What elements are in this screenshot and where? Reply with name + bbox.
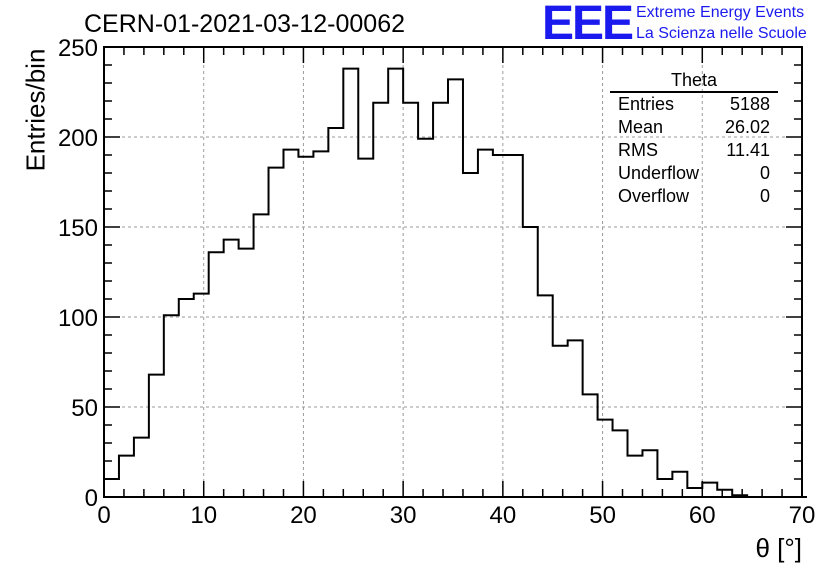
histogram-bin xyxy=(628,456,643,497)
chart-title: CERN-01-2021-03-12-00062 xyxy=(84,10,406,38)
histogram-bin xyxy=(179,299,194,497)
histogram-bin xyxy=(149,375,164,497)
stats-label: Underflow xyxy=(618,163,700,183)
histogram-bin xyxy=(254,214,269,497)
x-tick-label: 40 xyxy=(490,502,517,529)
histogram-bin xyxy=(508,155,523,497)
histogram-bin xyxy=(194,294,209,497)
histogram-bin xyxy=(583,394,598,497)
stats-row-mean: Mean 26.02 xyxy=(610,116,778,139)
x-axis-label: θ [°] xyxy=(755,533,802,563)
histogram-bin xyxy=(209,252,224,497)
histogram-bin xyxy=(313,151,328,497)
stats-row-overflow: Overflow 0 xyxy=(610,185,778,208)
histogram-bin xyxy=(283,150,298,497)
histogram-bin xyxy=(119,456,134,497)
y-tick-label: 50 xyxy=(71,395,98,422)
histogram-bars xyxy=(103,67,807,498)
axes xyxy=(103,46,803,498)
stats-label: Entries xyxy=(618,94,675,114)
histogram-bin xyxy=(553,346,568,497)
histogram-bin xyxy=(642,450,657,497)
x-tick-label: 60 xyxy=(689,502,716,529)
histogram-bin xyxy=(164,315,179,497)
x-tick-label: 10 xyxy=(190,502,217,529)
stats-row-rms: RMS 11.41 xyxy=(610,139,778,162)
y-tick-label: 200 xyxy=(58,125,98,152)
stats-row-underflow: Underflow 0 xyxy=(610,162,778,185)
stats-box: Theta Entries 5188 Mean 26.02 RMS 11.41 … xyxy=(610,70,778,208)
y-tick-label: 150 xyxy=(58,215,98,242)
stats-value: 0 xyxy=(759,163,770,183)
stats-value: 5188 xyxy=(729,94,770,114)
histogram-bin xyxy=(224,240,239,497)
histogram-bin xyxy=(478,150,493,497)
histogram-bin xyxy=(613,430,628,497)
histogram-bin xyxy=(418,139,433,497)
histogram-bin xyxy=(687,488,702,497)
y-tick-label: 100 xyxy=(58,305,98,332)
histogram-bin xyxy=(598,420,613,497)
stats-label: Overflow xyxy=(618,186,690,206)
stats-value: 26.02 xyxy=(724,117,770,137)
x-tick-label: 20 xyxy=(290,502,317,529)
grid-lines xyxy=(104,47,802,497)
histogram-bin xyxy=(433,103,448,497)
histogram-bin xyxy=(358,159,373,497)
histogram-outline xyxy=(103,67,807,498)
histogram-bin xyxy=(493,155,508,497)
histogram-bin xyxy=(538,295,553,497)
stats-label: Mean xyxy=(618,117,664,137)
y-tick-label: 0 xyxy=(85,485,98,512)
tick-labels: 0 10 20 30 40 50 60 70 0 50 100 150 200 250 xyxy=(58,35,815,529)
histogram-bin xyxy=(134,438,149,497)
axis-ticks xyxy=(103,46,803,498)
histogram-bin xyxy=(269,168,284,497)
x-tick-label: 30 xyxy=(390,502,417,529)
histogram-bin xyxy=(702,483,717,497)
histogram-bin xyxy=(104,479,119,497)
eee-logo: EEE xyxy=(542,0,634,50)
histogram-bin xyxy=(463,173,478,497)
stats-value: 11.41 xyxy=(726,140,770,160)
y-tick-label: 250 xyxy=(58,35,98,62)
histogram-bin xyxy=(672,472,687,497)
stats-label: RMS xyxy=(618,140,658,160)
histogram-bin xyxy=(523,227,538,497)
histogram-bin xyxy=(403,103,418,497)
histogram-bin xyxy=(388,69,403,497)
logo-subtitle-2: La Scienza nelle Scuole xyxy=(636,25,807,42)
stats-row-entries: Entries 5188 xyxy=(610,93,778,116)
x-tick-label: 0 xyxy=(97,502,110,529)
stats-value: 0 xyxy=(759,186,770,206)
histogram-bin xyxy=(373,103,388,497)
histogram-bin xyxy=(448,79,463,497)
histogram-bin xyxy=(717,490,732,497)
histogram-bin xyxy=(298,157,313,497)
x-tick-label: 50 xyxy=(589,502,616,529)
stats-title: Theta xyxy=(610,70,778,93)
y-axis-label: Entries/bin xyxy=(20,48,51,172)
x-tick-label: 70 xyxy=(789,502,816,529)
histogram-bin xyxy=(568,340,583,497)
histogram-bin xyxy=(328,128,343,497)
histogram-bin xyxy=(657,479,672,497)
histogram-bin xyxy=(239,249,254,497)
histogram-bin xyxy=(343,69,358,497)
plot-frame xyxy=(103,46,803,498)
logo-subtitle-1: Extreme Energy Events xyxy=(636,4,805,21)
